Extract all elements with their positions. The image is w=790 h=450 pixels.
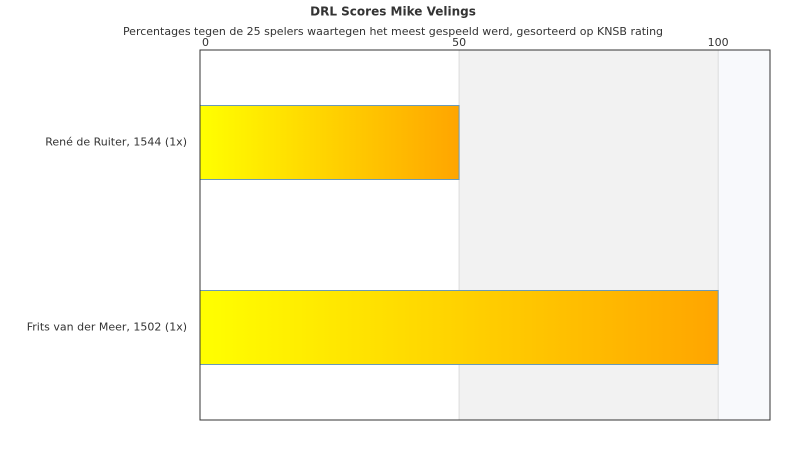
bar bbox=[199, 105, 460, 180]
chart-title: DRL Scores Mike Velings bbox=[310, 5, 476, 19]
chart-subtitle: Percentages tegen de 25 spelers waartege… bbox=[123, 25, 663, 38]
y-tick-label: René de Ruiter, 1544 (1x) bbox=[45, 136, 187, 149]
x-tick-label: 50 bbox=[452, 36, 466, 49]
x-tick-label: 100 bbox=[708, 36, 729, 49]
x-tick-label: 0 bbox=[202, 36, 209, 49]
y-tick-label: Frits van der Meer, 1502 (1x) bbox=[27, 321, 187, 334]
bar bbox=[199, 290, 719, 365]
plot-band bbox=[718, 50, 770, 420]
plot-frame bbox=[199, 49, 771, 421]
